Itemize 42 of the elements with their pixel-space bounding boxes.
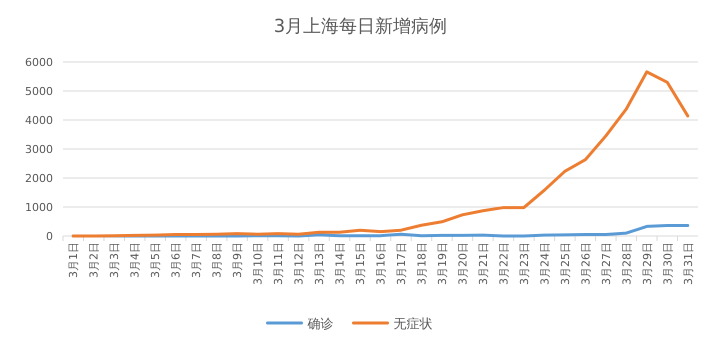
x-tick-label: 3月2日 [88, 242, 101, 278]
chart-title: 3月上海每日新增病例 [274, 16, 448, 37]
x-tick-label: 3月4日 [128, 242, 142, 278]
x-tick-label: 3月7日 [190, 242, 204, 278]
y-tick-label: 4000 [25, 114, 53, 127]
x-tick-label: 3月8日 [210, 242, 224, 278]
y-tick-label: 5000 [25, 85, 53, 98]
x-tick-label: 3月16日 [374, 242, 388, 285]
x-tick-label: 3月6日 [170, 242, 183, 278]
x-tick-label: 3月5日 [149, 242, 162, 278]
x-tick-label: 3月14日 [334, 242, 347, 285]
x-tick-label: 3月12日 [292, 242, 306, 285]
x-tick-label: 3月17日 [394, 242, 408, 285]
x-tick-label: 3月23日 [518, 242, 531, 285]
y-tick-label: 1000 [25, 201, 53, 214]
x-tick-label: 3月28日 [620, 242, 634, 285]
legend-label: 确诊 [306, 317, 334, 332]
y-tick-label: 6000 [25, 56, 53, 69]
y-tick-label: 0 [46, 230, 53, 243]
x-tick-label: 3月19日 [436, 242, 449, 285]
x-tick-label: 3月22日 [497, 242, 510, 285]
legend-label: 无症状 [394, 317, 432, 332]
x-tick-label: 3月9日 [231, 242, 244, 278]
y-tick-label: 3000 [25, 143, 53, 156]
x-tick-label: 3月10日 [252, 242, 265, 285]
y-tick-label: 2000 [25, 172, 53, 185]
x-tick-label: 3月30日 [661, 242, 674, 285]
x-tick-label: 3月15日 [354, 242, 368, 285]
x-tick-label: 3月25日 [558, 242, 572, 285]
x-tick-label: 3月21日 [476, 242, 490, 285]
x-tick-label: 3月26日 [579, 242, 592, 285]
x-tick-label: 3月13日 [313, 242, 326, 285]
x-tick-label: 3月27日 [600, 242, 613, 285]
line-series [72, 70, 690, 238]
x-tick-label: 3月1日 [67, 242, 80, 278]
x-tick-label: 3月31日 [682, 242, 695, 285]
x-tick-label: 3月24日 [538, 242, 552, 285]
x-tick-label: 3月3日 [108, 242, 122, 278]
x-tick-label: 3月18日 [415, 242, 428, 285]
x-tick-label: 3月20日 [456, 242, 470, 285]
x-tick-label: 3月29日 [640, 242, 654, 285]
x-tick-label: 3月11日 [272, 242, 286, 285]
